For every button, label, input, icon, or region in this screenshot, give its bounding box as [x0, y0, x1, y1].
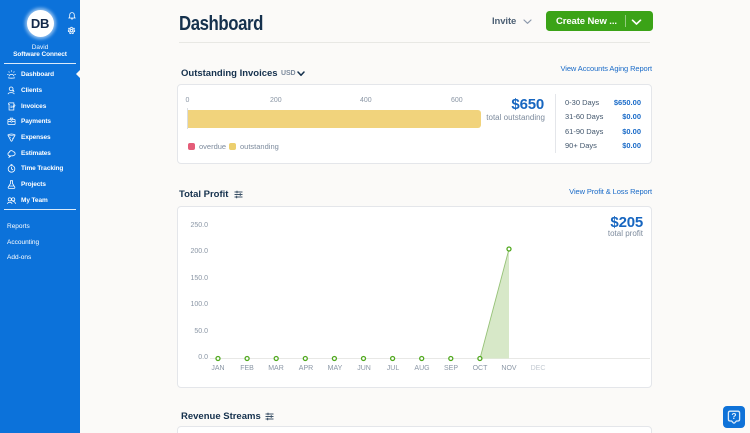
svg-text:?: ? [731, 411, 736, 421]
